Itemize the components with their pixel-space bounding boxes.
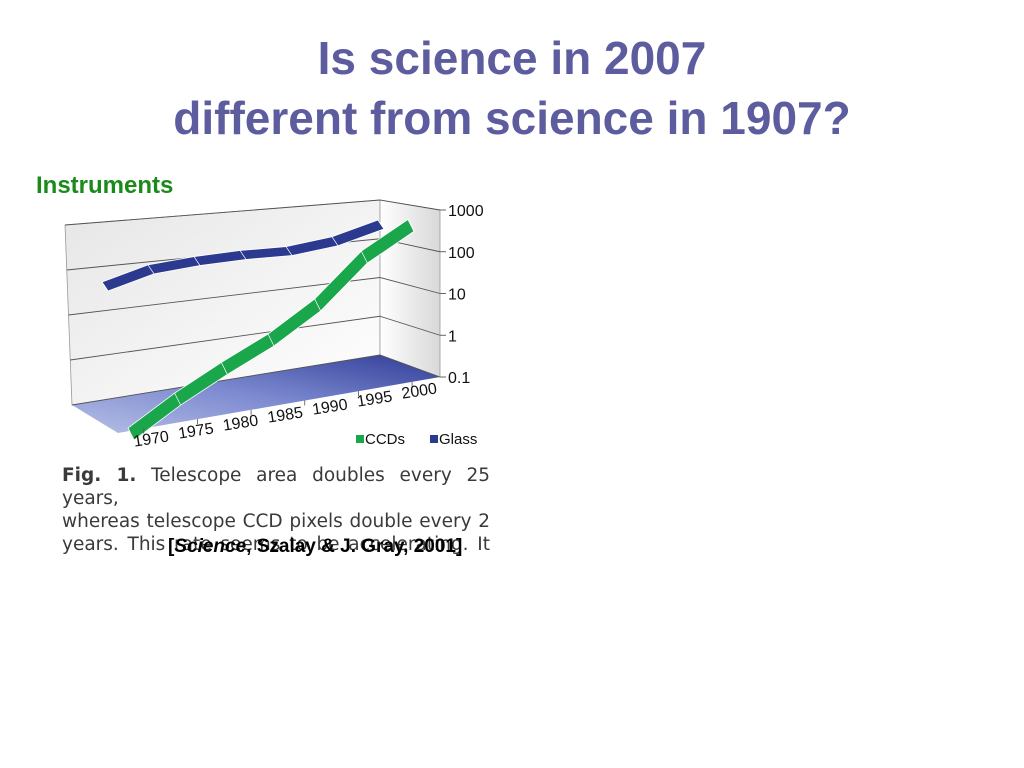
x-tick-label: 1975 xyxy=(177,420,215,442)
data-point xyxy=(174,392,181,406)
y-axis-ticks: 1000 100 10 1 0.1 xyxy=(440,203,484,387)
x-tick-label: 1970 xyxy=(132,428,170,450)
data-point xyxy=(407,219,415,232)
y-tick-label: 1 xyxy=(448,328,457,345)
x-axis-ticks: 1970 1975 1980 1985 1990 1995 2000 xyxy=(132,372,467,451)
section-label: Instruments xyxy=(36,172,174,199)
y-tick-label: 10 xyxy=(448,287,466,304)
data-point xyxy=(331,236,339,246)
citation-rest: , Szalay & J. Gray, 2001] xyxy=(246,536,463,557)
x-tick-label: 1985 xyxy=(266,404,304,426)
data-point xyxy=(267,333,275,347)
x-tick-label: 2000 xyxy=(400,380,438,402)
title-line-1: Is science in 2007 xyxy=(317,32,707,84)
figure-caption: Fig. 1. Telescope area doubles every 25 … xyxy=(62,464,490,556)
x-tick-label: 1990 xyxy=(311,396,349,418)
y-tick-label: 0.1 xyxy=(448,370,470,387)
citation: [Science, Szalay & J. Gray, 2001] xyxy=(168,536,462,558)
y-tick-label: 100 xyxy=(448,245,475,262)
legend-swatch-ccds xyxy=(356,435,364,443)
caption-line-3: years. This rate seems to be acceleratin… xyxy=(62,534,490,555)
citation-open: [ xyxy=(168,536,175,557)
legend-swatch-glass xyxy=(430,435,438,443)
citation-journal: Science xyxy=(174,536,247,557)
gridline xyxy=(71,354,441,406)
legend-label-glass: Glass xyxy=(439,431,477,448)
title-line-2: different from science in 1907? xyxy=(173,92,851,144)
page-title: Is science in 2007 different from scienc… xyxy=(0,28,1024,148)
data-point xyxy=(314,298,321,312)
data-point xyxy=(193,256,201,266)
y-tick-label: 1000 xyxy=(448,203,484,220)
data-point xyxy=(361,250,368,264)
gridline xyxy=(70,315,441,361)
caption-line-1-text: Telescope area doubles every 25 years, xyxy=(62,465,491,509)
legend-label-ccds: CCDs xyxy=(365,431,405,448)
data-point xyxy=(127,427,135,441)
caption-line-2: whereas telescope CCD pixels double ever… xyxy=(62,511,490,532)
data-point xyxy=(377,219,385,230)
data-point xyxy=(221,362,228,375)
data-point xyxy=(285,246,293,256)
data-point xyxy=(239,250,247,260)
data-point xyxy=(147,264,155,275)
chart-legend: CCDs Glass xyxy=(356,431,477,448)
chart-series xyxy=(101,218,415,441)
gridline xyxy=(68,277,441,316)
caption-fig-label: Fig. 1. xyxy=(62,465,137,486)
data-point xyxy=(101,281,109,292)
x-tick-label: 1980 xyxy=(222,412,260,434)
x-tick-label: 1995 xyxy=(356,388,394,410)
gridline xyxy=(64,199,441,226)
caption-line-1: Fig. 1. Telescope area doubles every 25 … xyxy=(62,464,490,510)
